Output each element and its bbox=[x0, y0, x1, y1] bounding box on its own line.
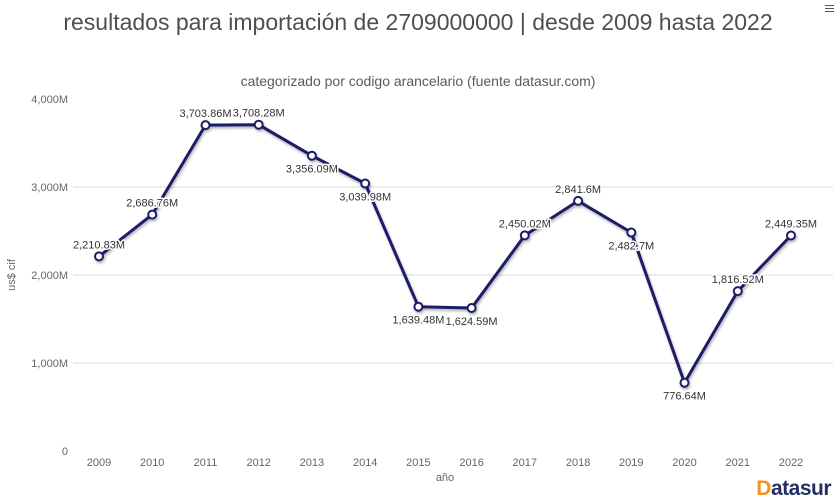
data-point-label: 2,449.35M bbox=[765, 219, 817, 231]
data-point-label: 1,624.59M bbox=[446, 316, 498, 328]
data-point-marker[interactable] bbox=[147, 209, 158, 220]
data-point-marker[interactable] bbox=[519, 230, 530, 241]
x-tick-label: 2016 bbox=[459, 457, 483, 469]
data-point-marker[interactable] bbox=[466, 303, 477, 313]
x-tick-label: 2022 bbox=[779, 457, 803, 469]
y-tick-label: 1,000M bbox=[31, 358, 68, 370]
logo-text: atasur bbox=[770, 477, 832, 500]
data-point-marker[interactable] bbox=[360, 178, 371, 189]
data-point-label: 776.64M bbox=[663, 391, 706, 403]
data-point-marker[interactable] bbox=[573, 195, 584, 206]
data-point-marker[interactable] bbox=[413, 301, 424, 312]
data-point-marker[interactable] bbox=[200, 120, 211, 131]
data-point-label: 3,703.86M bbox=[180, 108, 232, 120]
data-point-label: 1,816.52M bbox=[712, 274, 764, 286]
y-tick-label: 3,000M bbox=[31, 182, 68, 194]
x-tick-label: 2018 bbox=[566, 457, 590, 469]
data-point-label: 2,841.6M bbox=[555, 184, 601, 196]
context-menu-icon[interactable] bbox=[825, 3, 834, 14]
data-point-marker[interactable] bbox=[679, 377, 690, 388]
x-tick-label: 2012 bbox=[246, 457, 270, 469]
y-axis-title: us$ cif bbox=[6, 258, 18, 291]
logo-letter-d: D bbox=[756, 477, 771, 500]
y-tick-label: 4,000M bbox=[31, 94, 68, 106]
data-point-marker[interactable] bbox=[306, 150, 317, 161]
data-point-label: 3,356.09M bbox=[286, 164, 338, 176]
page-title: resultados para importación de 270900000… bbox=[63, 9, 773, 35]
x-tick-label: 2017 bbox=[513, 457, 537, 469]
x-axis-title: año bbox=[436, 472, 454, 484]
x-tick-label: 2011 bbox=[194, 457, 218, 469]
x-tick-label: 2009 bbox=[87, 457, 111, 469]
series-group bbox=[94, 119, 796, 388]
x-tick-label: 2015 bbox=[406, 457, 430, 469]
data-point-label: 2,210.83M bbox=[73, 239, 125, 251]
data-point-marker[interactable] bbox=[732, 286, 743, 297]
data-point-marker[interactable] bbox=[94, 251, 104, 262]
series-line bbox=[97, 123, 793, 385]
x-tick-label: 2010 bbox=[140, 457, 164, 469]
x-tick-label: 2013 bbox=[300, 457, 324, 469]
data-point-marker[interactable] bbox=[253, 119, 264, 130]
data-point-label: 3,039.98M bbox=[339, 192, 391, 204]
chart-subtitle: categorizado por codigo arancelario (fue… bbox=[240, 73, 596, 89]
data-point-label: 3,708.28M bbox=[233, 108, 285, 120]
data-point-label: 2,686.76M bbox=[126, 198, 178, 210]
data-point-marker[interactable] bbox=[626, 227, 637, 238]
data-point-marker[interactable] bbox=[786, 230, 796, 241]
y-tick-label: 0 bbox=[62, 446, 68, 458]
data-point-label: 1,639.48M bbox=[392, 315, 444, 327]
x-tick-label: 2020 bbox=[672, 457, 696, 469]
data-point-label: 2,482.7M bbox=[608, 241, 654, 253]
data-point-label: 2,450.02M bbox=[499, 218, 551, 230]
x-tick-label: 2019 bbox=[619, 457, 643, 469]
datasur-logo: Datasur bbox=[756, 478, 831, 500]
x-tick-label: 2021 bbox=[726, 457, 750, 469]
x-tick-label: 2014 bbox=[353, 457, 377, 469]
y-tick-label: 2,000M bbox=[31, 270, 68, 282]
